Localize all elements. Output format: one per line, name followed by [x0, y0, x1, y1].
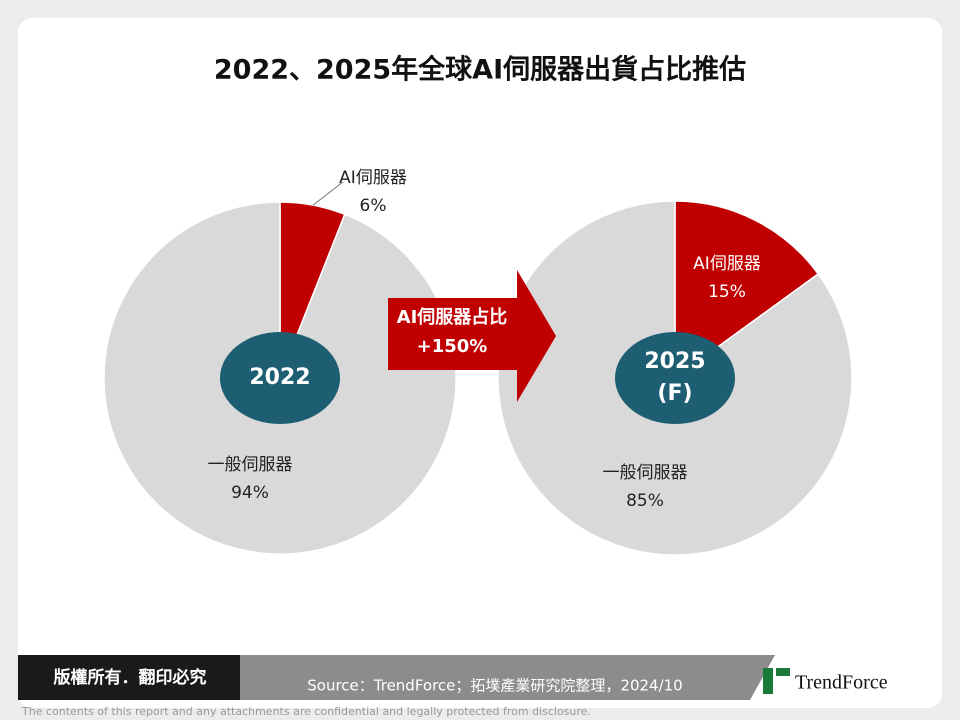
slice-value: 85%: [626, 491, 664, 511]
arrow-text: +150%: [417, 336, 488, 357]
center-badge: [615, 332, 735, 424]
footer-rights-box: [18, 655, 240, 700]
slice-value: 6%: [360, 196, 387, 216]
slice-value: 94%: [231, 483, 269, 503]
slice-label: 一般伺服器: [208, 455, 293, 475]
center-badge: [220, 332, 340, 424]
arrow: [388, 270, 556, 402]
logo-mark: [776, 668, 790, 676]
slide-title: 2022、2025年全球AI伺服器出貨占比推估: [214, 54, 746, 86]
slice-label: AI伺服器: [693, 254, 761, 274]
center-label: 2025: [644, 349, 705, 374]
footer-source: Source：TrendForce；拓墣產業研究院整理，2024/10: [307, 677, 682, 695]
logo-mark: [763, 668, 773, 694]
center-label: (F): [657, 381, 692, 406]
logo-text: TrendForce: [795, 672, 888, 694]
pies: AI伺服器 6% 一般伺服器 94% 2022 AI伺服器 15% 一般伺服器 85% 2025 (…: [103, 168, 853, 556]
arrow-text: AI伺服器占比: [397, 306, 508, 328]
slice-value: 15%: [708, 282, 746, 302]
slice-label: 一般伺服器: [603, 463, 688, 483]
center-label: 2022: [249, 365, 310, 390]
slice-label: AI伺服器: [339, 168, 407, 188]
disclaimer: The contents of this report and any atta…: [21, 705, 591, 718]
pie-slice: [674, 200, 820, 380]
footer-rights: 版權所有．翻印必究: [54, 667, 207, 688]
leader-line: [312, 181, 344, 206]
pie-slice: [497, 200, 853, 556]
